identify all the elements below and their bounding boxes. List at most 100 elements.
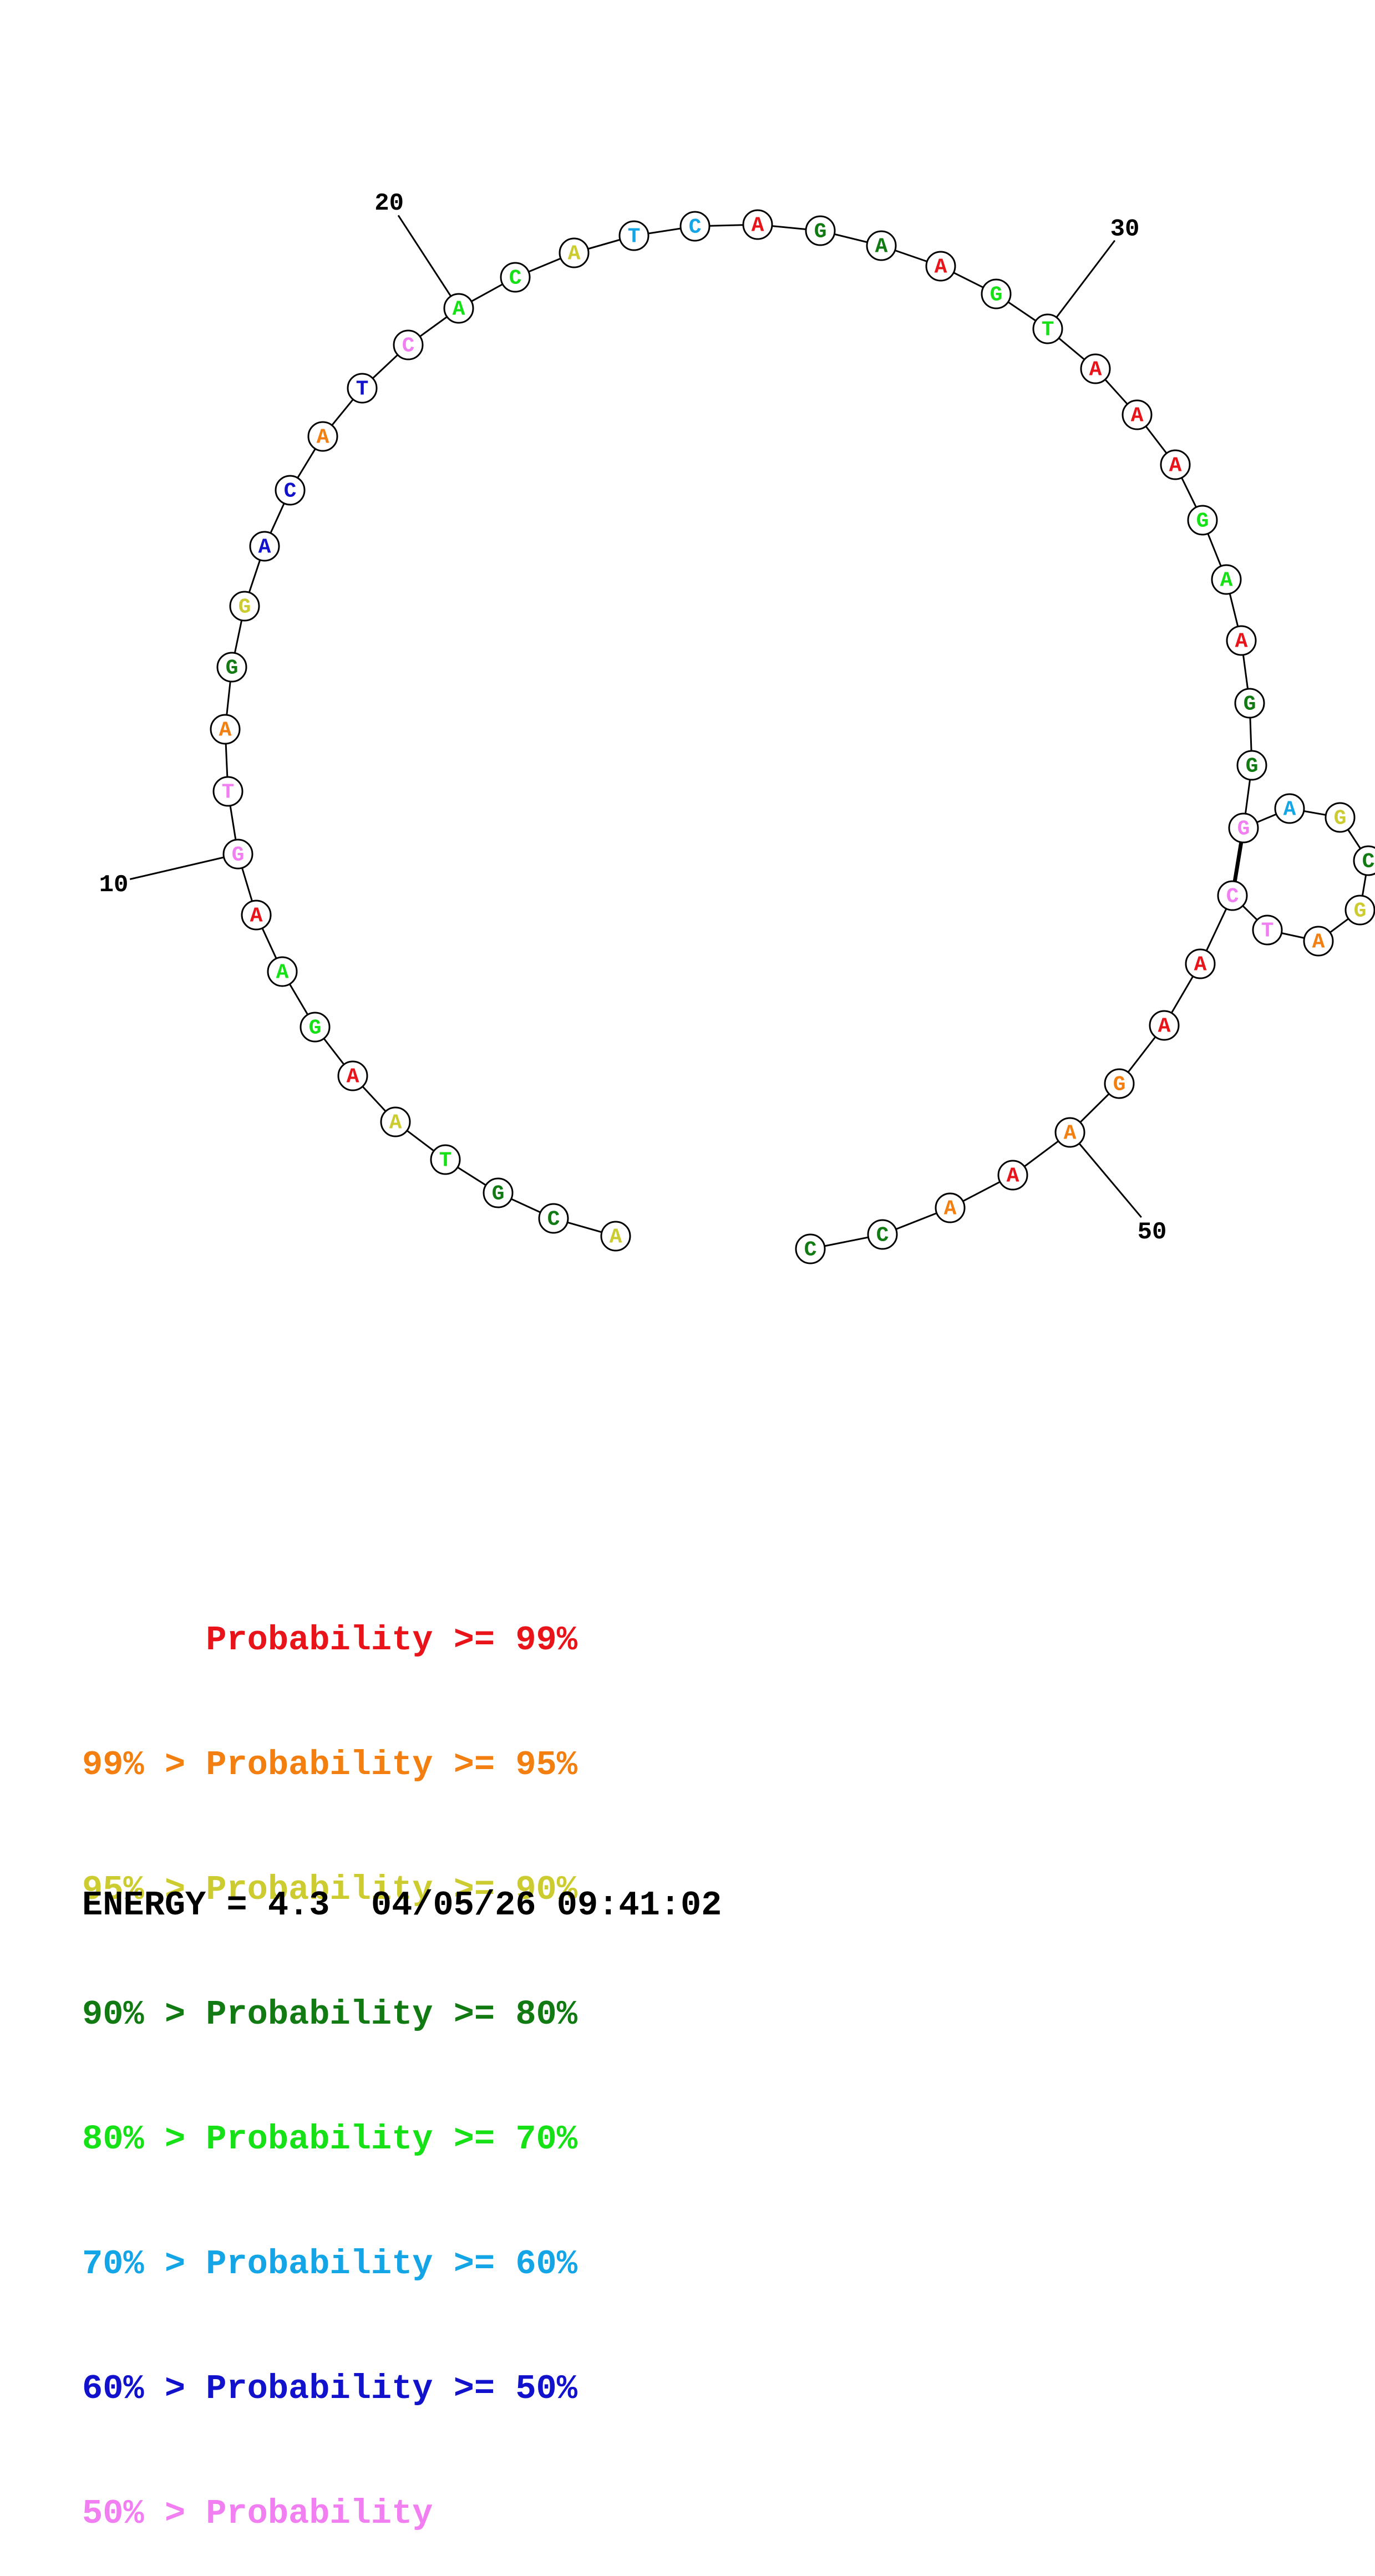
nucleotide-circle: [1032, 313, 1063, 344]
nucleotide-circle: [307, 421, 338, 452]
legend-line-p60: 70% > Probability >= 60%: [82, 2244, 577, 2284]
nucleotide: A: [925, 251, 956, 282]
nucleotide-circle: [742, 209, 773, 240]
nucleotide-circle: [393, 329, 424, 360]
nucleotide-letter: A: [1064, 1122, 1077, 1146]
nucleotide-letter: G: [1334, 807, 1347, 831]
nucleotide-letter: A: [317, 426, 329, 450]
nucleotide-letter: G: [232, 844, 245, 867]
position-label: 20: [374, 190, 404, 217]
nucleotide: A: [267, 956, 298, 987]
nucleotide-letter: G: [1244, 693, 1256, 717]
legend-line-p90: 95% > Probability >= 90%: [82, 1870, 577, 1909]
nucleotide: C: [795, 1233, 826, 1264]
nucleotide-circle: [1185, 948, 1216, 979]
nucleotide-circle: [618, 220, 650, 251]
nucleotide-circle: [337, 1060, 368, 1091]
nucleotide-letter: A: [258, 536, 271, 560]
nucleotide-letter: T: [1042, 318, 1054, 342]
nucleotide-circle: [805, 215, 836, 246]
nucleotide-circle: [997, 1160, 1028, 1191]
position-tick-line: [129, 853, 239, 880]
nucleotide: A: [1211, 564, 1242, 595]
nucleotide-circle: [1104, 1068, 1135, 1099]
nucleotide: A: [1054, 1117, 1085, 1148]
nucleotide-circle: [925, 251, 956, 282]
nucleotide-letter: G: [814, 220, 827, 244]
nucleotide-letter: C: [804, 1238, 817, 1262]
nucleotide-circle: [1122, 399, 1153, 430]
nucleotide-circle: [1236, 750, 1267, 781]
nucleotide-circle: [1211, 564, 1242, 595]
legend-line-p99: Probability >= 99%: [82, 1620, 577, 1660]
nucleotide-circle: [229, 591, 260, 622]
nucleotide: G: [216, 652, 247, 683]
nucleotide-letter: A: [389, 1111, 402, 1135]
nucleotide-letter: T: [356, 378, 369, 402]
nucleotide: C: [275, 475, 306, 506]
nucleotide-circle: [300, 1012, 331, 1043]
nucleotide-letter: G: [1196, 510, 1209, 534]
position-tick-line: [1047, 240, 1116, 329]
nucleotide: A: [241, 900, 272, 931]
nucleotide-circle: [559, 237, 590, 268]
nucleotide: A: [249, 531, 280, 562]
nucleotide-circle: [1226, 625, 1257, 656]
nucleotide-letter: A: [1131, 404, 1144, 428]
legend-line-p95: 99% > Probability >= 95%: [82, 1745, 577, 1785]
nucleotide: A: [1122, 399, 1153, 430]
position-number-labels: 10 20 30 50: [99, 190, 1167, 1246]
nucleotide: A: [600, 1221, 631, 1252]
nucleotide: G: [222, 839, 253, 870]
nucleotide: A: [307, 421, 338, 452]
nucleotide-letter: A: [1169, 454, 1182, 478]
nucleotide-circle: [1344, 895, 1375, 926]
nucleotide-letter: C: [402, 334, 415, 358]
nucleotide-circle: [216, 652, 247, 683]
nucleotide: A: [443, 293, 474, 324]
nucleotide-letter: G: [1354, 900, 1367, 923]
nucleotide: G: [1187, 505, 1218, 536]
nucleotide-letter: A: [610, 1226, 622, 1249]
backbone-lines: [224, 223, 1369, 1250]
nucleotide: A: [997, 1160, 1028, 1191]
nucleotide-circle: [1160, 449, 1191, 480]
nucleotide-letter: T: [439, 1149, 452, 1173]
nucleotide: G: [229, 591, 260, 622]
nucleotide: T: [1032, 313, 1063, 344]
nucleotide-letter: G: [309, 1017, 322, 1040]
nucleotide: A: [380, 1106, 411, 1137]
nucleotide-letter: G: [226, 657, 239, 680]
probability-legend: Probability >= 99% 99% > Probability >= …: [82, 1536, 577, 2576]
nucleotide-letter: G: [239, 596, 251, 619]
nucleotide-letter: A: [1158, 1015, 1171, 1039]
nucleotide-circle: [1149, 1010, 1180, 1041]
nucleotide-letter: A: [1007, 1165, 1019, 1188]
nucleotide: C: [393, 329, 424, 360]
nucleotide-circle: [249, 531, 280, 562]
nucleotide-circle: [275, 475, 306, 506]
nucleotide-circle: [212, 776, 243, 807]
nucleotide: T: [618, 220, 650, 251]
position-tick-line: [397, 215, 460, 309]
nucleotide-letter: A: [568, 242, 581, 266]
nucleotide: A: [866, 230, 897, 261]
legend-line-plt50: 50% > Probability: [82, 2494, 433, 2533]
position-label: 50: [1138, 1218, 1167, 1246]
nucleotide-letter: G: [1237, 817, 1250, 841]
nucleotide-circle: [210, 714, 241, 745]
nucleotide-circle: [1228, 812, 1259, 844]
nucleotide-circle: [380, 1106, 411, 1137]
nucleotide-letter: A: [1283, 798, 1296, 822]
nucleotide: A: [1226, 625, 1257, 656]
nucleotide: A: [337, 1060, 368, 1091]
nucleotide: A: [1149, 1010, 1180, 1041]
nucleotide: C: [679, 211, 711, 242]
nucleotide-letter: C: [876, 1224, 889, 1248]
nucleotide-circle: [866, 230, 897, 261]
nucleotide: A: [1303, 926, 1334, 957]
legend-line-p80: 90% > Probability >= 80%: [82, 1995, 577, 2034]
nucleotide: A: [935, 1192, 966, 1223]
nucleotide-letter: C: [284, 480, 297, 504]
